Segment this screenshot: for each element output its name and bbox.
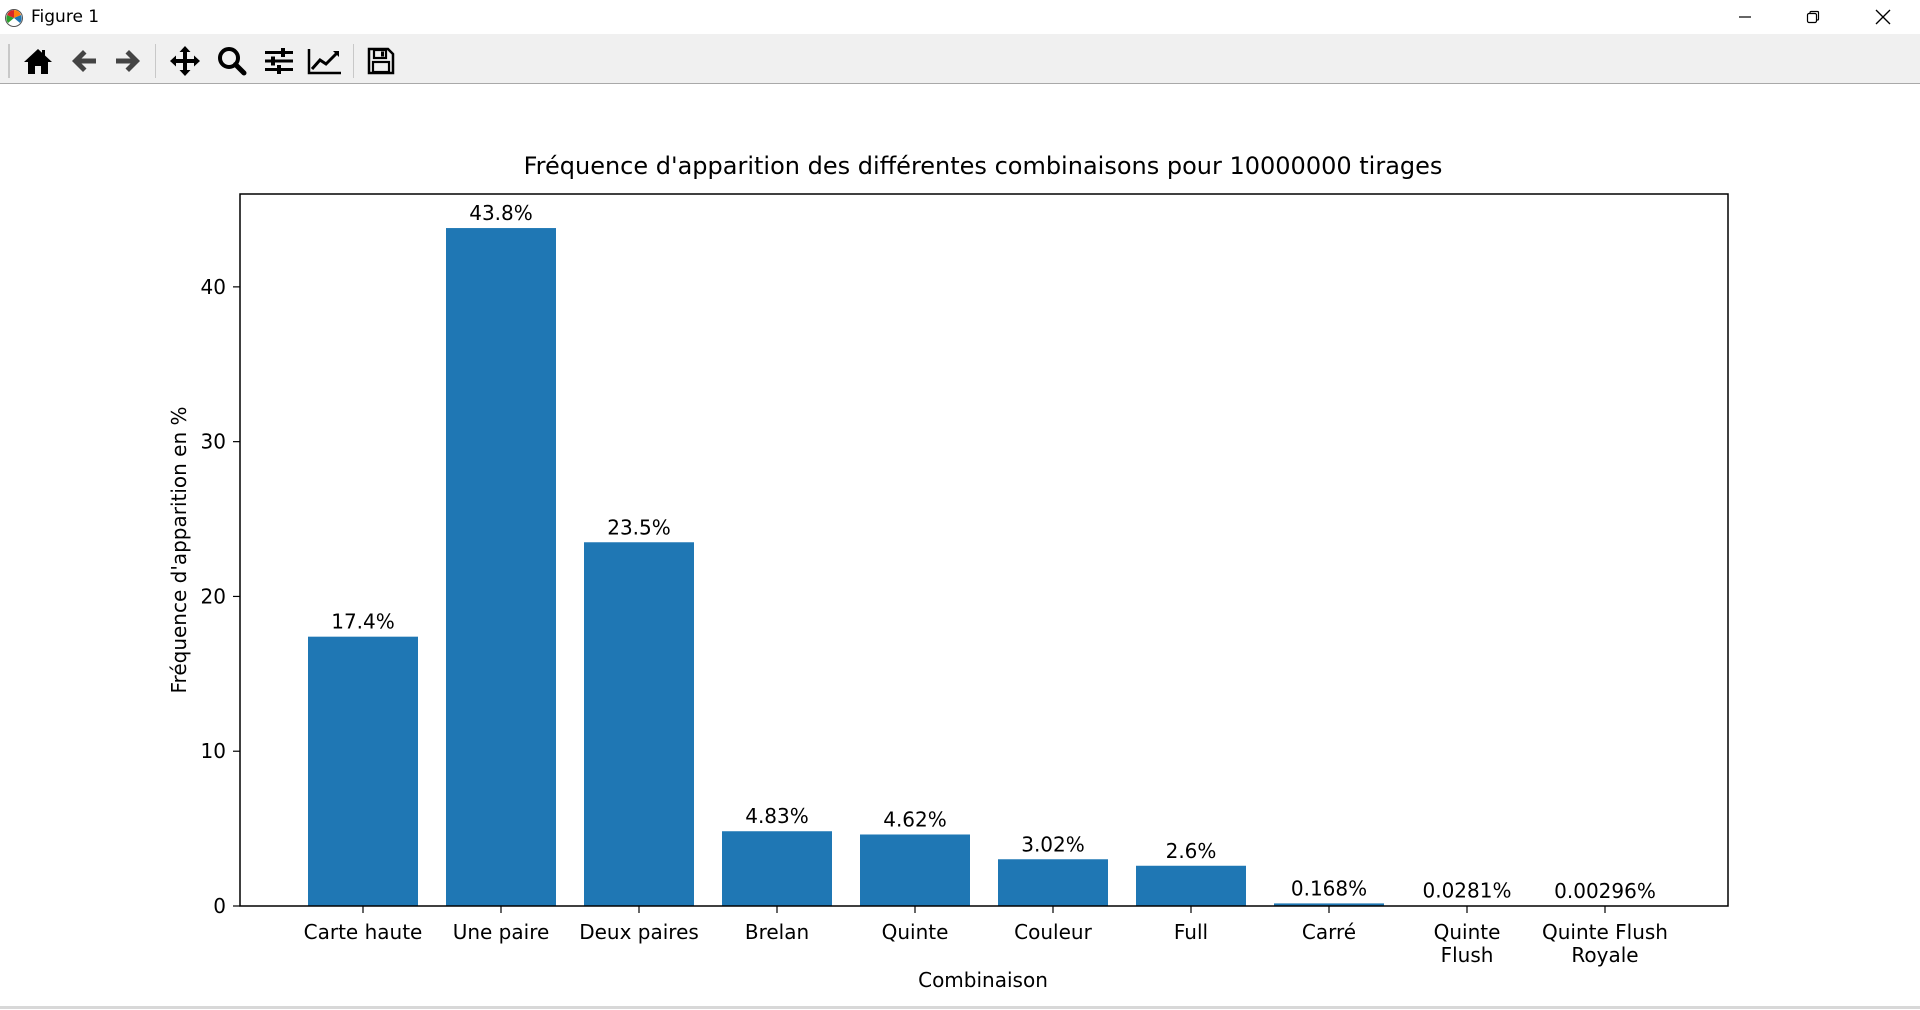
y-tick-label: 30 [201,430,226,454]
x-tick-label: Full [1174,920,1208,944]
x-axis-ticks: Carte haute Une paire Deux paires Brelan Qui… [304,906,1668,967]
configure-subplots-button[interactable] [259,42,299,80]
sliders-icon [263,46,295,76]
home-icon [22,46,54,76]
close-icon [1875,9,1891,25]
x-tick-label: Carte haute [304,920,423,944]
x-tick-label: Flush [1441,943,1494,967]
bar [584,542,694,906]
bar-value-label: 2.6% [1166,839,1217,863]
x-tick-label: Carré [1302,920,1356,944]
title-bar: Figure 1 [0,0,1920,34]
y-tick-label: 40 [201,275,226,299]
bar-value-label: 3.02% [1021,832,1085,856]
bar [308,637,418,906]
bar-value-label: 43.8% [469,201,533,225]
x-tick-label: Quinte Flush [1542,920,1668,944]
magnifier-icon [216,45,248,77]
y-tick-label: 0 [213,894,226,918]
y-axis-label: Fréquence d'apparition en % [167,406,191,693]
chart-title: Fréquence d'apparition des différentes c… [524,152,1443,180]
x-tick-label: Quinte [882,920,949,944]
bar [722,831,832,906]
window-title: Figure 1 [31,7,99,27]
bar-value-label: 23.5% [607,515,671,539]
bar [860,834,970,906]
matplotlib-app-icon [4,8,24,28]
minimize-icon [1738,10,1752,24]
y-tick-label: 20 [201,584,226,608]
bar-value-label: 4.62% [883,807,947,831]
figure-canvas[interactable]: Fréquence d'apparition des différentes c… [0,84,1920,1006]
bar-value-label: 4.83% [745,804,809,828]
save-button[interactable] [361,42,401,80]
x-tick-label: Deux paires [579,920,699,944]
toolbar-separator [155,44,156,78]
bar [1136,866,1246,906]
arrow-right-icon [113,46,143,76]
bar [446,228,556,906]
x-tick-label: Une paire [453,920,550,944]
toolbar-separator [353,44,354,78]
edit-axis-button[interactable] [305,42,345,80]
y-tick-label: 10 [201,739,226,763]
toolbar-grip [8,44,10,78]
home-button[interactable] [18,42,58,80]
bar-value-label: 17.4% [331,610,395,634]
close-button[interactable] [1848,0,1918,34]
bar-value-label: 0.0281% [1423,879,1512,903]
line-chart-icon [307,46,343,76]
restore-icon [1806,10,1820,24]
zoom-button[interactable] [212,42,252,80]
floppy-disk-icon [366,46,396,76]
pan-button[interactable] [165,42,205,80]
x-tick-label: Quinte [1434,920,1501,944]
bar-chart[interactable]: Fréquence d'apparition des différentes c… [0,84,1920,1006]
back-button[interactable] [64,42,104,80]
x-tick-label: Royale [1571,943,1638,967]
bar [998,859,1108,906]
forward-button[interactable] [108,42,148,80]
minimize-button[interactable] [1710,0,1780,34]
y-axis-ticks: 0 10 20 30 40 [201,275,240,918]
bar-value-label: 0.00296% [1554,879,1656,903]
x-tick-label: Couleur [1014,920,1092,944]
bar-value-label: 0.168% [1291,876,1367,900]
restore-button[interactable] [1778,0,1848,34]
bars-group [308,228,1660,906]
move-icon [169,45,201,77]
x-tick-label: Brelan [745,920,809,944]
x-axis-label: Combinaison [918,968,1048,992]
arrow-left-icon [69,46,99,76]
